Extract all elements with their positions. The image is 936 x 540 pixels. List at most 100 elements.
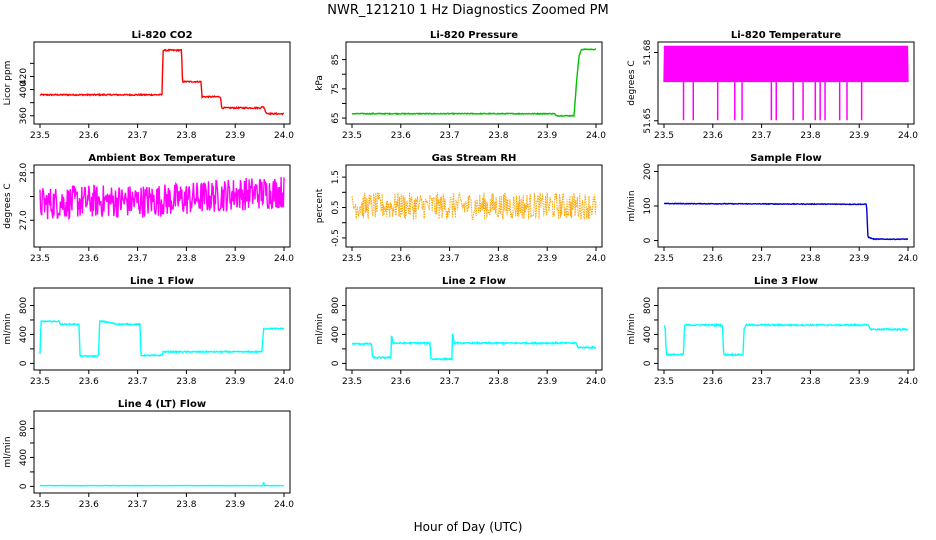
x-tick-label: 23.6 <box>79 254 99 264</box>
panel-5: Sample Flow ml/min 23.5 23.6 23.7 23.8 23.9 24.… <box>627 153 918 264</box>
x-tick-label: 24.0 <box>586 377 606 387</box>
panel-title: Li-820 Pressure <box>430 30 518 41</box>
panel-6: Line 1 Flow ml/min 23.5 23.6 23.7 23.8 23.9 24.… <box>3 276 294 387</box>
panel-1: Li-820 Pressure kPa 23.5 23.6 23.7 23.8 23.9 24… <box>315 30 606 141</box>
series-line <box>351 48 597 118</box>
x-tick-label: 23.8 <box>488 254 508 264</box>
x-tick-label: 23.6 <box>391 377 411 387</box>
x-tick-label: 23.9 <box>537 131 557 141</box>
y-tick-label: -0.5 <box>331 229 341 247</box>
x-tick-label: 23.7 <box>440 254 460 264</box>
x-tick-label: 23.6 <box>703 377 723 387</box>
y-tick-label: 51.68 <box>643 39 653 65</box>
series-line <box>663 202 909 241</box>
x-tick-label: 23.8 <box>800 254 820 264</box>
x-tick-label: 23.8 <box>800 131 820 141</box>
y-axis-label: degrees C <box>3 183 13 228</box>
panel-9: Line 4 (LT) Flow ml/min 23.5 23.6 23.7 23.8 23… <box>3 399 294 510</box>
y-tick-label: 0 <box>331 360 341 366</box>
x-tick-label: 23.5 <box>30 500 50 510</box>
panel-title: Li-820 Temperature <box>731 30 841 41</box>
panel-4: Gas Stream RH percent 23.5 23.6 23.7 23.8 23.9… <box>315 153 606 264</box>
y-axis-label: kPa <box>315 75 325 91</box>
x-tick-label: 23.9 <box>849 377 869 387</box>
x-tick-label: 23.6 <box>703 131 723 141</box>
series-line <box>663 45 909 83</box>
x-tick-label: 23.8 <box>488 131 508 141</box>
x-tick-label: 23.7 <box>128 131 148 141</box>
x-tick-label: 23.6 <box>391 131 411 141</box>
panel-title: Line 3 Flow <box>754 276 818 287</box>
series-line <box>39 177 285 221</box>
y-tick-label: 51.65 <box>643 108 653 134</box>
x-tick-label: 23.5 <box>30 131 50 141</box>
panel-title: Gas Stream RH <box>432 153 517 164</box>
x-tick-label: 24.0 <box>274 254 294 264</box>
y-tick-label: 0 <box>643 360 653 366</box>
plot-frame <box>657 164 915 248</box>
x-tick-label: 23.7 <box>128 254 148 264</box>
x-tick-label: 23.8 <box>176 377 196 387</box>
y-axis-label: degrees C <box>627 60 637 105</box>
plot-frame <box>33 164 291 248</box>
panel-title: Line 4 (LT) Flow <box>118 399 206 410</box>
series-line <box>39 319 285 358</box>
y-tick-label: 400 <box>643 326 653 343</box>
y-tick-label: 400 <box>19 326 29 343</box>
y-tick-label: 400 <box>331 326 341 343</box>
x-tick-label: 24.0 <box>898 254 918 264</box>
y-tick-label: 200 <box>643 163 653 180</box>
plot-frame <box>33 287 291 371</box>
y-tick-label: 1.5 <box>331 170 341 184</box>
y-axis-label: Licor ppm <box>3 61 13 106</box>
x-tick-label: 23.7 <box>128 500 148 510</box>
x-tick-label: 24.0 <box>586 131 606 141</box>
y-tick-label: 400 <box>19 81 29 98</box>
plot-frame <box>33 410 291 494</box>
x-tick-label: 23.5 <box>654 377 674 387</box>
panel-title: Li-820 CO2 <box>131 30 192 41</box>
y-tick-label: 0 <box>19 483 29 489</box>
plot-frame <box>345 164 603 248</box>
x-tick-label: 23.5 <box>342 377 362 387</box>
x-tick-label: 24.0 <box>274 131 294 141</box>
x-tick-label: 23.9 <box>225 500 245 510</box>
plot-frame <box>33 41 291 125</box>
panel-0: Li-820 CO2 Licor ppm 23.5 23.6 23.7 23.8 23.9 2… <box>3 30 294 141</box>
series-line <box>351 190 597 221</box>
x-tick-label: 24.0 <box>898 377 918 387</box>
x-tick-label: 23.8 <box>800 377 820 387</box>
series-line <box>351 333 597 362</box>
x-tick-label: 24.0 <box>586 254 606 264</box>
x-tick-label: 23.5 <box>30 377 50 387</box>
panel-2: Li-820 Temperature degrees C 23.5 23.6 23.7 2… <box>627 30 918 141</box>
plot-frame <box>657 287 915 371</box>
y-tick-label: 800 <box>19 297 29 314</box>
y-tick-label: 0 <box>19 360 29 366</box>
x-tick-label: 23.5 <box>654 254 674 264</box>
x-tick-label: 23.5 <box>342 254 362 264</box>
y-axis-label: ml/min <box>3 436 13 467</box>
y-tick-label: 800 <box>331 297 341 314</box>
x-tick-label: 23.6 <box>703 254 723 264</box>
x-tick-label: 23.8 <box>176 254 196 264</box>
y-axis-label: ml/min <box>627 190 637 221</box>
figure-title: NWR_121210 1 Hz Diagnostics Zoomed PM <box>327 3 609 18</box>
panel-title: Ambient Box Temperature <box>88 153 235 164</box>
y-axis-label: percent <box>315 188 325 223</box>
series-line <box>39 48 285 116</box>
x-tick-label: 23.7 <box>752 254 772 264</box>
x-tick-label: 23.5 <box>342 131 362 141</box>
x-tick-label: 23.7 <box>440 131 460 141</box>
x-tick-label: 23.5 <box>30 254 50 264</box>
y-axis-label: ml/min <box>627 313 637 344</box>
y-axis-label: ml/min <box>315 313 325 344</box>
x-tick-label: 23.9 <box>225 131 245 141</box>
panel-title: Line 2 Flow <box>442 276 506 287</box>
x-tick-label: 23.6 <box>391 254 411 264</box>
x-tick-label: 23.5 <box>654 131 674 141</box>
panel-8: Line 3 Flow ml/min 23.5 23.6 23.7 23.8 23.9 24.… <box>627 276 918 387</box>
y-tick-label: 27.0 <box>19 210 29 230</box>
figure-xlabel: Hour of Day (UTC) <box>414 520 523 534</box>
